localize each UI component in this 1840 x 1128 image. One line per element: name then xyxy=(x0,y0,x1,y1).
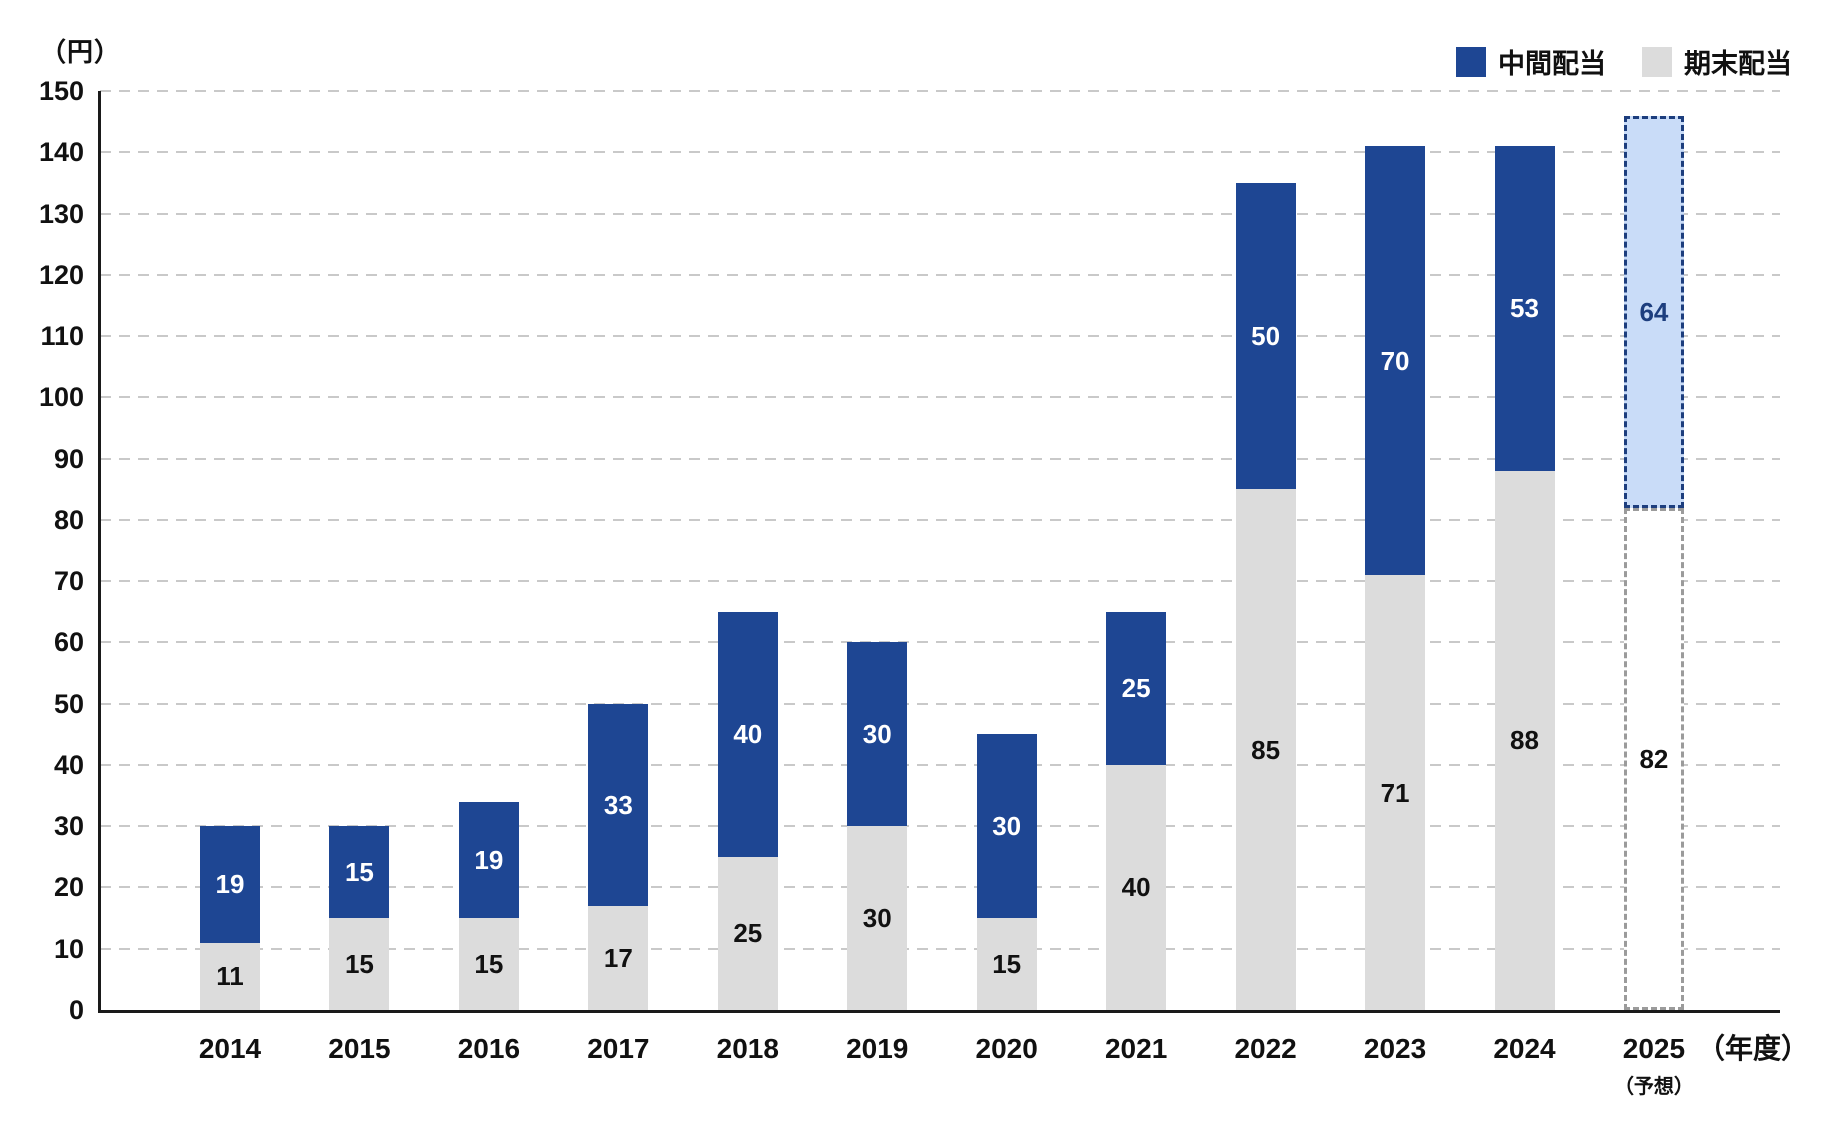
bar-segment-yearend-2021 xyxy=(1106,764,1167,1010)
y-tick-label-40: 40 xyxy=(53,749,84,780)
bar-segment-yearend-2016 xyxy=(458,918,519,1010)
bar-segment-interim-2022 xyxy=(1235,182,1296,490)
gridline-90 xyxy=(100,457,1780,460)
y-tick-label-130: 130 xyxy=(38,198,84,229)
gridline-10 xyxy=(100,947,1780,950)
x-tick-label-2015: 2015 xyxy=(328,1033,391,1064)
y-tick-label-60: 60 xyxy=(53,627,84,658)
x-tick-label-2019: 2019 xyxy=(846,1033,909,1064)
bar-segment-yearend-2019 xyxy=(847,826,908,1010)
x-tick-label-2020: 2020 xyxy=(975,1033,1038,1064)
bar-segment-interim-2014 xyxy=(200,826,260,943)
forecast-note-label: （予想） xyxy=(1613,1076,1694,1098)
y-tick-label-120: 120 xyxy=(38,259,84,290)
gridline-50 xyxy=(100,702,1780,705)
y-tick-label-150: 150 xyxy=(38,76,84,106)
bar-segment-interim-2019 xyxy=(847,642,908,827)
gridline-30 xyxy=(100,825,1780,828)
x-tick-label-2025: 2025 xyxy=(1622,1033,1686,1064)
x-tick-label-2018: 2018 xyxy=(716,1033,779,1064)
bar-segment-interim-2024 xyxy=(1494,146,1555,471)
y-tick-label-110: 110 xyxy=(40,321,84,352)
x-tick-label-2016: 2016 xyxy=(457,1033,521,1064)
bar-segment-yearend-2023 xyxy=(1365,575,1426,1010)
bar-segment-interim-2016 xyxy=(458,801,519,919)
bar-segment-interim-2023 xyxy=(1365,146,1426,575)
y-tick-label-50: 50 xyxy=(53,688,84,719)
gridline-120 xyxy=(100,273,1780,276)
gridline-110 xyxy=(100,335,1780,338)
bar-segment-interim-2021 xyxy=(1106,611,1167,765)
bar-segment-yearend-2022 xyxy=(1235,489,1296,1010)
x-tick-label-2022: 2022 xyxy=(1234,1033,1297,1064)
y-tick-label-10: 10 xyxy=(53,933,84,964)
bar-segment-interim-2018 xyxy=(717,611,778,857)
gridline-20 xyxy=(100,886,1780,889)
gridline-100 xyxy=(100,396,1780,399)
gridline-70 xyxy=(100,580,1780,583)
gridline-130 xyxy=(100,212,1780,215)
x-tick-label-2021: 2021 xyxy=(1104,1033,1168,1064)
y-tick-label-0: 0 xyxy=(68,995,84,1025)
legend-swatch-yearend-dividend xyxy=(1642,46,1672,77)
bar-segment-interim-2020 xyxy=(976,734,1037,919)
bar-segment-interim-2025 xyxy=(1623,115,1684,508)
bar-segment-interim-2017 xyxy=(588,703,649,906)
bar-segment-yearend-2020 xyxy=(976,918,1037,1010)
y-tick-label-20: 20 xyxy=(53,872,84,903)
y-tick-label-80: 80 xyxy=(53,504,84,535)
y-axis-unit-label: （円） xyxy=(40,37,122,67)
y-tick-label-100: 100 xyxy=(38,382,84,413)
gridline-140 xyxy=(100,151,1780,154)
legend: 中間配当 期末配当 xyxy=(1456,42,1792,81)
bar-segment-yearend-2015 xyxy=(329,918,390,1010)
bar-segment-yearend-2014 xyxy=(200,942,260,1010)
legend-label-yearend-dividend: 期末配当 xyxy=(1684,49,1792,79)
y-tick-label-140: 140 xyxy=(38,137,84,168)
bar-segment-interim-2015 xyxy=(329,826,390,919)
x-tick-label-2024: 2024 xyxy=(1493,1033,1556,1064)
gridline-150 xyxy=(100,90,1780,92)
bar-segment-yearend-2025 xyxy=(1623,507,1684,1010)
x-tick-label-2014: 2014 xyxy=(198,1033,262,1064)
legend-swatch-interim-dividend xyxy=(1456,46,1486,77)
y-tick-label-30: 30 xyxy=(53,811,84,842)
y-tick-label-70: 70 xyxy=(53,566,84,597)
bar-segment-yearend-2017 xyxy=(588,905,649,1010)
legend-label-interim-dividend: 中間配当 xyxy=(1498,49,1606,79)
x-tick-label-2017: 2017 xyxy=(587,1033,650,1064)
y-tick-label-90: 90 xyxy=(53,443,84,474)
x-tick-label-2023: 2023 xyxy=(1363,1033,1427,1064)
bar-segment-yearend-2018 xyxy=(717,856,778,1010)
gridline-60 xyxy=(100,641,1780,644)
gridline-40 xyxy=(100,763,1780,766)
x-axis-unit-label: （年度） xyxy=(1697,1033,1810,1064)
y-axis-line xyxy=(98,91,101,1012)
bar-segment-yearend-2024 xyxy=(1494,470,1555,1010)
x-axis-line xyxy=(98,1010,1780,1013)
gridline-80 xyxy=(100,518,1780,521)
